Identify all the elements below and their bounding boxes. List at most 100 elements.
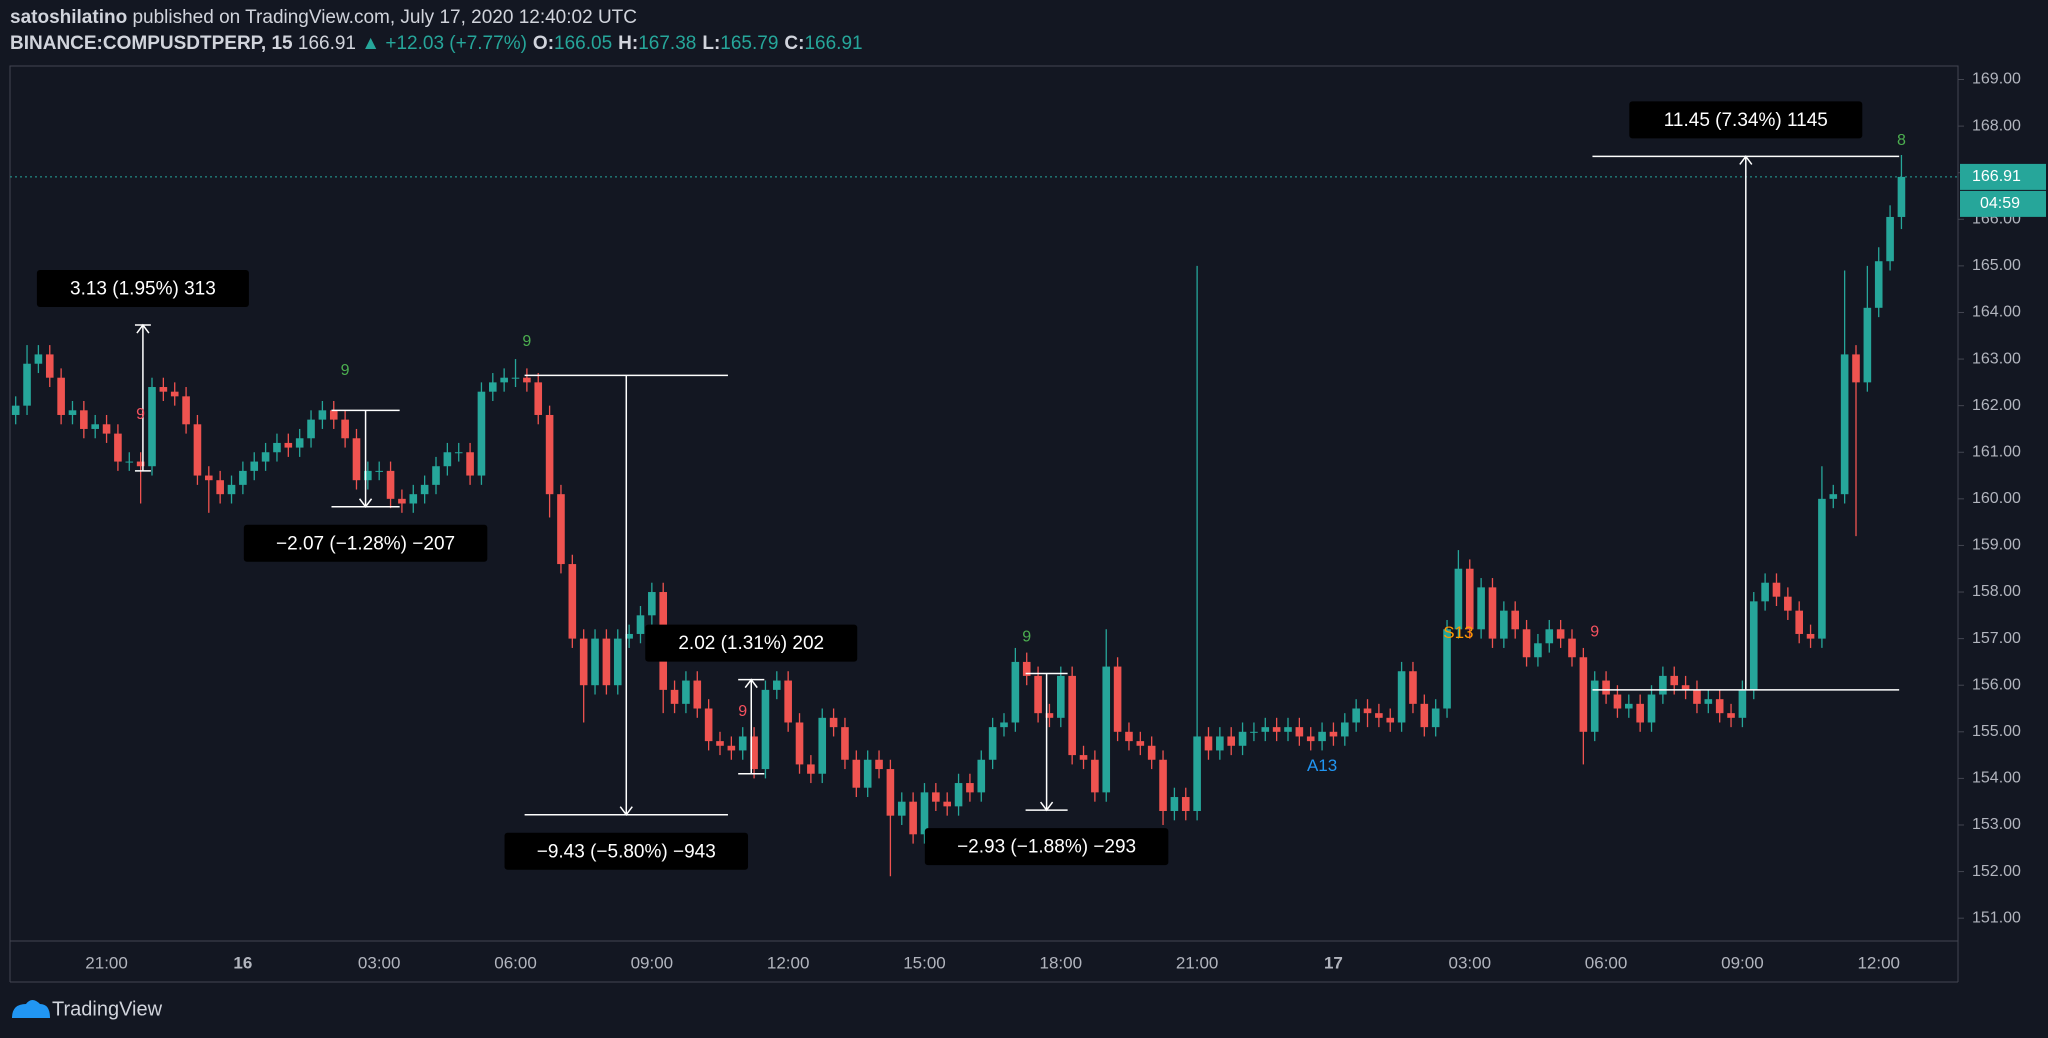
candle-body: [1727, 713, 1735, 718]
measure-label: −2.93 (−1.88%) −293: [957, 837, 1136, 858]
candle-body: [977, 759, 986, 793]
candle-body: [670, 689, 679, 704]
candle-body: [1613, 694, 1622, 709]
y-tick-label: 158.00: [1972, 583, 2021, 600]
candle-body: [1465, 568, 1474, 630]
candle-body: [1147, 745, 1156, 760]
candle-body: [988, 727, 997, 760]
candles: [11, 154, 1906, 877]
candle-body: [648, 592, 656, 616]
measure-box: [924, 828, 1169, 866]
candle-body: [432, 466, 440, 485]
candle-body: [45, 354, 54, 378]
y-tick-label: 168.00: [1972, 117, 2021, 134]
candle-body: [1784, 596, 1792, 611]
ohlc-label: O:: [533, 33, 554, 54]
measure-label: 11.45 (7.34%) 1145: [1664, 110, 1828, 131]
candle-body: [852, 759, 861, 788]
candle-body: [954, 783, 963, 807]
measure-arrowhead: [1739, 155, 1753, 165]
candle-body: [1204, 736, 1213, 751]
candle-body: [1670, 675, 1679, 686]
x-tick-label: 21:00: [85, 953, 128, 972]
candle-body: [511, 377, 520, 379]
candle-body: [886, 769, 895, 816]
candle-body: [1352, 708, 1360, 723]
timer-box: [1960, 190, 2046, 217]
price-label-box: [1960, 163, 2046, 190]
candle-body: [1329, 731, 1338, 737]
x-tick-label: 12:00: [1857, 953, 1900, 972]
candle-body: [1250, 731, 1258, 733]
candle-body: [1181, 797, 1190, 812]
candle-body: [1238, 731, 1247, 746]
candle-body: [1818, 498, 1826, 639]
candle-body: [1159, 759, 1167, 812]
candle-body: [523, 377, 531, 383]
measure-box: [36, 270, 249, 308]
candle-body: [1477, 587, 1485, 630]
measure-arrowhead: [1040, 801, 1054, 812]
candle-body: [1000, 722, 1008, 728]
x-tick-label: 15:00: [903, 953, 946, 972]
candle-body: [1227, 736, 1235, 746]
candle-body: [738, 736, 747, 751]
ohlc-value: 165.79: [720, 33, 778, 54]
candle-body: [932, 792, 940, 802]
candle-body: [1659, 675, 1667, 695]
candle-body: [295, 438, 304, 448]
candle-body: [1556, 629, 1565, 639]
x-tick-label: 09:00: [631, 953, 674, 972]
candle-body: [750, 736, 758, 770]
y-tick-label: 156.00: [1972, 676, 2021, 693]
x-tick-label: 12:00: [767, 953, 810, 972]
candle-body: [613, 638, 622, 686]
candle-body: [11, 405, 20, 415]
candle-body: [1375, 713, 1383, 718]
plot-frame: [9, 65, 1959, 942]
candle-body: [1636, 703, 1644, 723]
last-price: 166.91: [298, 33, 356, 54]
candle-body: [341, 419, 349, 439]
candle-body: [23, 363, 31, 406]
td-marker: 9: [341, 362, 350, 379]
y-tick-label: 159.00: [1972, 537, 2021, 554]
td-marker: A13: [1307, 756, 1337, 775]
candle-body: [841, 727, 849, 760]
candle-body: [443, 452, 452, 467]
candle-body: [1874, 261, 1883, 308]
candle-body: [1761, 582, 1769, 602]
candle-body: [1579, 657, 1588, 732]
candle-body: [1500, 610, 1508, 639]
candle-body: [1125, 731, 1133, 742]
x-tick-label: 09:00: [1721, 953, 1764, 972]
candle-body: [1295, 727, 1304, 737]
candle-body: [261, 452, 270, 462]
candle-body: [1715, 699, 1724, 714]
candle-body: [102, 424, 111, 434]
candle-body: [1602, 680, 1610, 695]
ohlc-value: 166.91: [804, 33, 862, 54]
ohlc-label: L:: [702, 33, 720, 54]
measure-label: 2.02 (1.31%) 202: [678, 633, 824, 654]
candle-body: [1511, 610, 1519, 630]
x-tick-label: 06:00: [1585, 953, 1628, 972]
candle-body: [329, 410, 338, 420]
candle-body: [818, 717, 827, 774]
candle-body: [1443, 629, 1451, 709]
candle-body: [761, 689, 770, 770]
candle-body: [1488, 587, 1497, 639]
measure-arrowhead: [358, 498, 373, 509]
candle-body: [409, 494, 418, 504]
candle-body: [545, 414, 554, 495]
candle-body: [773, 680, 781, 690]
candle-body: [1545, 629, 1554, 644]
published: published on TradingView.com, July 17, 2…: [132, 7, 637, 28]
candle-body: [420, 484, 429, 495]
y-tick-label: 157.00: [1972, 630, 2021, 647]
candle-body: [1886, 216, 1894, 262]
candle-body: [1341, 722, 1349, 737]
candle-body: [1590, 680, 1599, 732]
candle-body: [1136, 741, 1145, 746]
